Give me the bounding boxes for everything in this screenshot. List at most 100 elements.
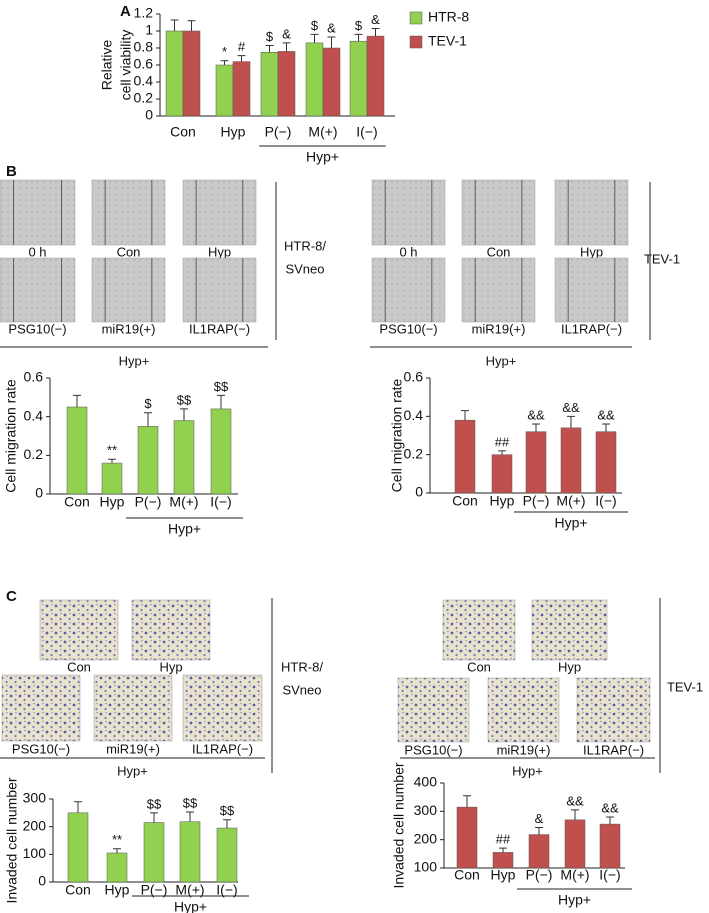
micrograph xyxy=(39,599,119,661)
image-label: miR19(+) xyxy=(472,321,526,336)
x-tick-label: P(−) xyxy=(141,882,168,898)
y-tick-label: 0.6 xyxy=(134,56,154,72)
error-bar xyxy=(282,42,291,52)
error-bar xyxy=(187,20,196,31)
bar xyxy=(173,420,195,495)
y-tick-label: 0.2 xyxy=(404,445,424,461)
micrograph xyxy=(93,674,173,742)
significance-label: ** xyxy=(107,443,117,458)
significance-label: & xyxy=(535,811,544,826)
panel-letter: C xyxy=(6,588,17,605)
y-tick-label: 0.6 xyxy=(24,369,44,385)
significance-label: * xyxy=(222,44,227,59)
image-label: Con xyxy=(67,659,91,674)
micrograph xyxy=(487,677,560,743)
y-tick-label: 0.6 xyxy=(404,369,424,385)
error-bar xyxy=(265,44,274,53)
error-bar xyxy=(74,801,82,813)
micrograph xyxy=(461,257,536,323)
y-axis-label: Cell migration rate xyxy=(389,378,405,492)
x-tick-label: P(−) xyxy=(135,494,162,510)
micrograph xyxy=(0,179,76,246)
bar xyxy=(564,819,586,869)
y-tick-label: 100 xyxy=(414,859,438,875)
bar xyxy=(67,812,89,883)
bar xyxy=(305,42,324,117)
bar xyxy=(66,406,88,495)
error-bar xyxy=(113,848,121,853)
y-tick-label: 300 xyxy=(414,802,438,818)
micrograph xyxy=(1,674,81,742)
error-bar xyxy=(217,394,225,409)
error-bar xyxy=(461,410,469,421)
x-tick-label: I(−) xyxy=(210,494,231,510)
image-label: Hyp xyxy=(580,244,603,259)
micrograph xyxy=(182,257,257,323)
micrograph xyxy=(461,179,536,246)
error-bar xyxy=(144,412,152,427)
image-label: PSG10(−) xyxy=(8,321,66,336)
micrograph xyxy=(91,257,166,323)
y-axis-label: Relative xyxy=(99,40,115,91)
panel-letter: B xyxy=(6,163,17,180)
significance-label: $$ xyxy=(214,379,229,394)
bar xyxy=(106,852,128,883)
error-bar xyxy=(310,33,319,43)
significance-label: & xyxy=(282,26,291,41)
x-tick-label: M(+) xyxy=(175,882,204,898)
bar xyxy=(165,30,184,117)
image-label: Con xyxy=(467,659,491,674)
error-bar xyxy=(535,826,543,835)
significance-label: && xyxy=(566,793,584,808)
y-tick-label: 300 xyxy=(23,790,47,806)
bar xyxy=(560,427,582,494)
y-tick-label: 0.8 xyxy=(134,39,154,55)
error-bar xyxy=(463,795,471,808)
error-bar xyxy=(532,423,540,432)
y-axis-label: cell viability xyxy=(118,30,134,101)
x-tick-label: Con xyxy=(64,494,90,510)
x-tick-label: Con xyxy=(454,867,480,883)
bar xyxy=(216,827,238,883)
image-label: PSG10(−) xyxy=(12,741,70,756)
significance-label: ## xyxy=(495,434,510,449)
error-bar xyxy=(567,415,575,428)
micrograph xyxy=(531,599,608,661)
cell-line-label: HTR-8/ xyxy=(281,659,323,674)
significance-label: $ xyxy=(355,18,363,33)
x-tick-label: M(+) xyxy=(556,493,585,509)
error-bar xyxy=(237,55,246,62)
y-axis-label: Cell migration rate xyxy=(3,379,19,493)
significance-label: $$ xyxy=(147,796,162,811)
image-label: miR19(+) xyxy=(106,741,160,756)
bar xyxy=(491,454,513,494)
image-label: miR19(+) xyxy=(497,742,551,757)
bar xyxy=(595,431,617,494)
bar xyxy=(179,821,201,883)
significance-label: && xyxy=(601,800,619,815)
x-tick-label: I(−) xyxy=(595,493,616,509)
micrograph xyxy=(131,599,211,661)
significance-label: & xyxy=(327,20,336,35)
bar xyxy=(215,64,234,117)
error-bar xyxy=(150,812,158,823)
group-label: Hyp+ xyxy=(486,353,517,368)
bar xyxy=(277,51,296,117)
y-tick-label: 0 xyxy=(145,107,153,123)
x-tick-label: P(−) xyxy=(526,867,553,883)
x-tick-label: Hyp xyxy=(221,124,246,140)
bar xyxy=(525,431,547,494)
bar xyxy=(322,47,341,117)
micrograph xyxy=(91,179,166,246)
y-axis-label: Invaded cell number xyxy=(391,762,407,888)
cell-line-label: TEV-1 xyxy=(644,251,680,266)
y-tick-label: 0.2 xyxy=(24,446,44,462)
significance-label: $ xyxy=(311,18,319,33)
image-label: miR19(+) xyxy=(102,321,156,336)
error-bar xyxy=(186,811,194,822)
error-bar xyxy=(327,36,336,48)
bar xyxy=(366,35,385,117)
error-bar xyxy=(180,408,188,421)
group-label: Hyp+ xyxy=(558,892,591,908)
